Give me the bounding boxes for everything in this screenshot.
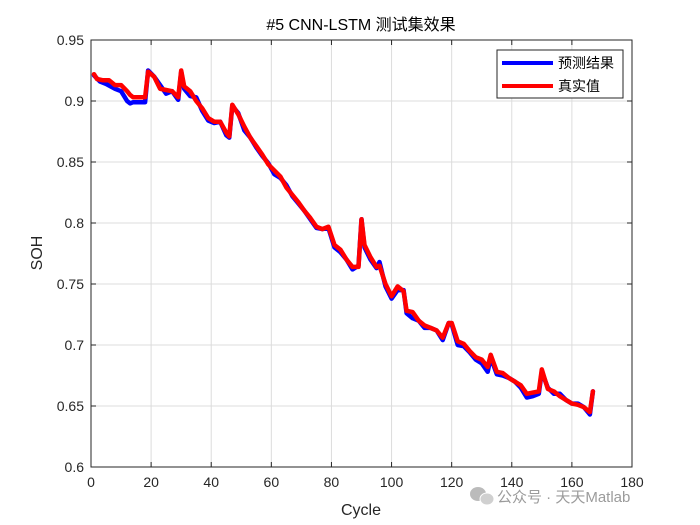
x-tick-label: 100: [380, 474, 404, 490]
legend: 预测结果 真实值: [496, 49, 624, 99]
y-tick-label: 0.6: [65, 459, 85, 475]
ticks: 0 20 40 60 80 100 120 140 160 180 0.6 0.65 0.7 0.75 0.…: [57, 32, 644, 490]
y-axis-label: SOH: [29, 236, 46, 271]
y-tick-label: 0.9: [65, 93, 85, 109]
x-tick-label: 40: [203, 474, 219, 490]
x-tick-label: 80: [324, 474, 340, 490]
x-tick-label: 180: [620, 474, 644, 490]
series-line-actual: [91, 68, 596, 415]
legend-label-predicted: 预测结果: [558, 56, 614, 72]
series-lines: [91, 68, 596, 417]
x-tick-label: 120: [440, 474, 464, 490]
y-tick-label: 0.75: [57, 276, 84, 292]
legend-box: [496, 49, 624, 99]
x-axis-label: Cycle: [341, 502, 381, 519]
y-tick-label: 0.8: [65, 215, 85, 231]
watermark-text: 公众号 · 天天Matlab: [497, 489, 630, 506]
wechat-icon: [470, 487, 495, 506]
y-tick-label: 0.95: [57, 32, 84, 48]
x-tick-label: 0: [87, 474, 95, 490]
y-tick-label: 0.85: [57, 154, 84, 170]
x-tick-label: 60: [264, 474, 280, 490]
x-tick-label: 160: [560, 474, 584, 490]
chart-title: #5 CNN-LSTM 测试集效果: [266, 16, 455, 34]
y-tick-label: 0.7: [65, 337, 85, 353]
y-tick-label: 0.65: [57, 398, 84, 414]
watermark: 公众号 · 天天Matlab: [470, 487, 630, 506]
x-tick-label: 140: [500, 474, 524, 490]
x-tick-label: 20: [143, 474, 159, 490]
grid: [91, 40, 632, 467]
legend-label-actual: 真实值: [558, 79, 600, 95]
plot-area-frame: [90, 39, 633, 468]
